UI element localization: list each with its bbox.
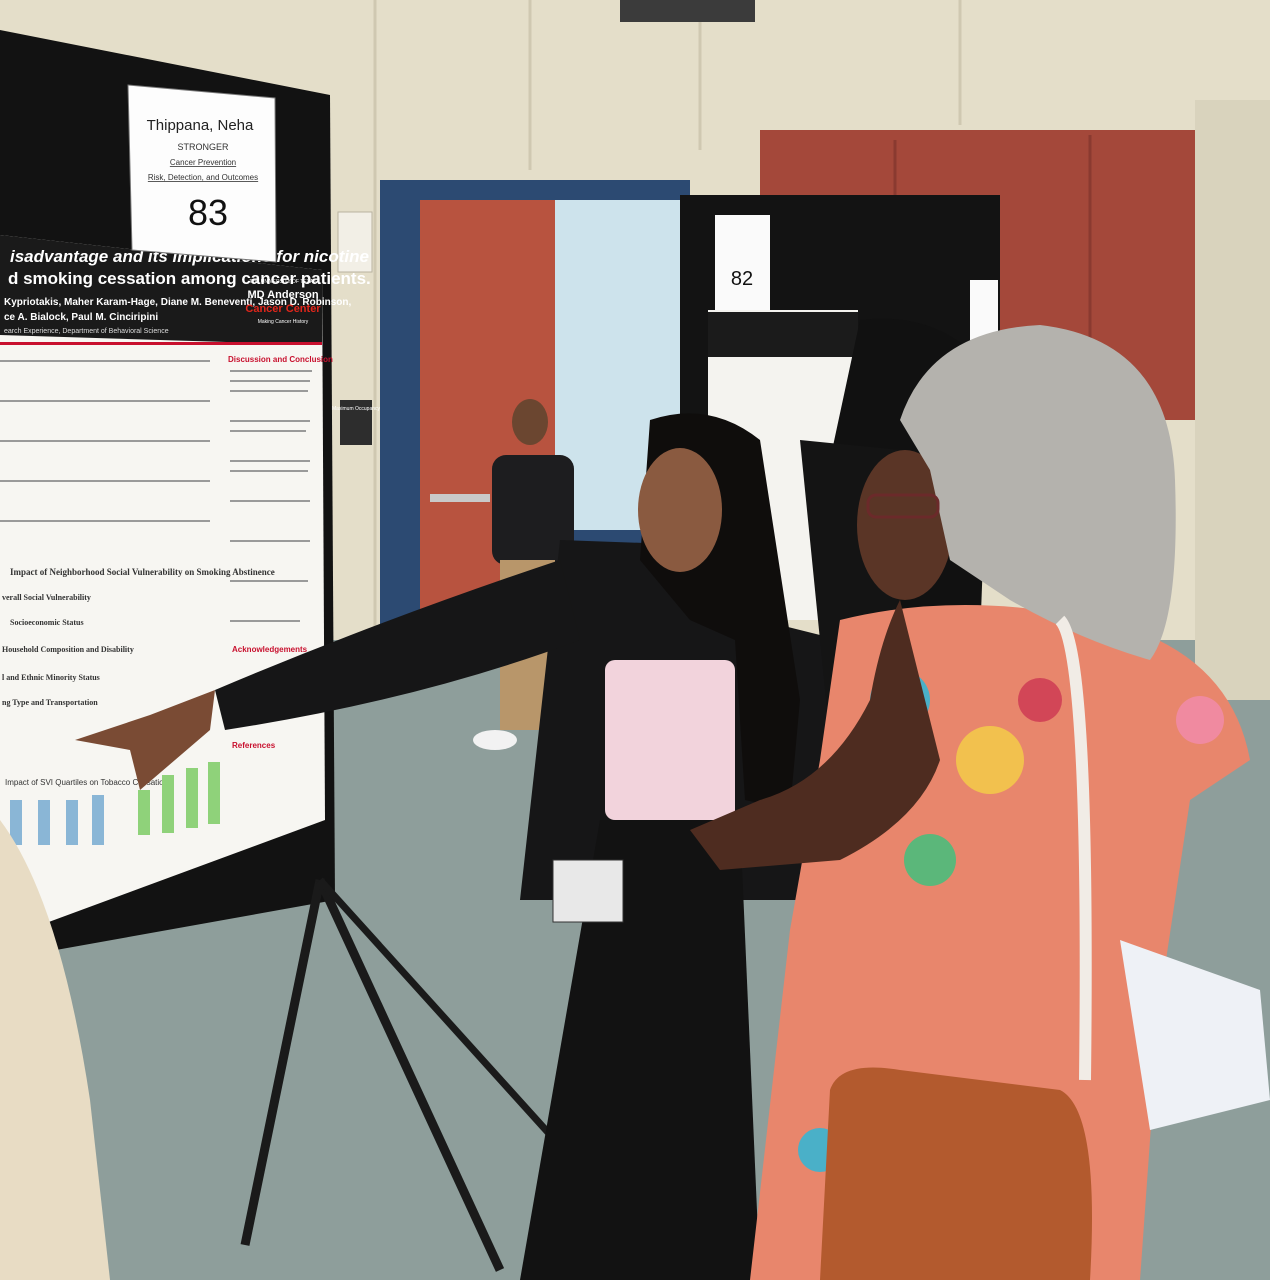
label-card: [970, 280, 998, 340]
forest-label: ng Type and Transportation: [2, 698, 98, 707]
text-line: [230, 470, 308, 472]
text-line: [230, 430, 306, 432]
pillar: [1195, 100, 1270, 700]
name-badge: [552, 859, 624, 923]
poster-83: [0, 235, 325, 940]
forest-label: l and Ethnic Minority Status: [2, 673, 100, 682]
bar: [208, 762, 220, 824]
dress-pattern: [1018, 678, 1062, 722]
program: STRONGER: [177, 142, 229, 152]
text-line: [230, 370, 312, 372]
bar: [92, 795, 104, 845]
label-card: [127, 84, 277, 263]
text-line: [0, 360, 210, 362]
bar: [162, 775, 174, 833]
text-line: [0, 520, 210, 522]
bar: [38, 800, 50, 845]
logo-text: THE UNIVERSITY OF TEXAS: [249, 279, 317, 285]
text-line: [0, 440, 210, 442]
logo-text: MD Anderson: [247, 289, 318, 301]
presenter-hand: [75, 690, 215, 790]
man-head: [512, 399, 548, 445]
projector: [620, 0, 755, 22]
bar-figure: [10, 762, 220, 845]
dress-pattern: [956, 726, 1024, 794]
track: Cancer Prevention: [170, 158, 236, 167]
bar: [10, 800, 22, 845]
door-sign-text: Maximum Occupancy: [332, 406, 381, 412]
man-shoe: [473, 730, 517, 750]
forest-label: Household Composition and Disability: [2, 645, 134, 654]
poster-title: d smoking cessation among cancer patient…: [8, 269, 371, 288]
bar: [66, 800, 78, 845]
forest-label: verall Social Vulnerability: [2, 593, 91, 602]
section-heading: Discussion and Conclusion: [228, 355, 333, 364]
dress-pattern: [1176, 696, 1224, 744]
handbag: [820, 1067, 1092, 1280]
easel-leg: [315, 878, 505, 1272]
label-card: [715, 215, 770, 310]
section-heading: Acknowledgements: [232, 645, 308, 654]
text-line: [230, 500, 310, 502]
foreground-person: [0, 820, 110, 1280]
presenter-top: [605, 660, 735, 820]
woman-face: [857, 450, 953, 600]
text-line: [230, 620, 300, 622]
figure-title: Impact of Neighborhood Social Vulnerabil…: [10, 567, 275, 577]
text-line: [230, 540, 310, 542]
text-line: [230, 460, 310, 462]
text-line: [230, 580, 308, 582]
presenter-face: [638, 448, 722, 572]
text-line: [0, 400, 210, 402]
poster-rule: [0, 342, 322, 345]
man-shirt: [492, 455, 574, 565]
brochure: [1120, 940, 1270, 1130]
presenter-arm: [215, 560, 580, 730]
wall-light: [337, 211, 373, 273]
track: Risk, Detection, and Outcomes: [148, 173, 258, 182]
bar: [138, 790, 150, 835]
poster-title: isadvantage and its implications for nic…: [10, 247, 369, 266]
section-heading: References: [232, 741, 276, 750]
text-line: [230, 420, 310, 422]
poster-82-header: [708, 312, 858, 357]
poster-number: 82: [731, 268, 753, 290]
poster-number: 83: [188, 192, 228, 233]
logo-text: Making Cancer History: [258, 319, 309, 325]
presenter-pants: [520, 820, 760, 1280]
poster-header: [0, 235, 322, 345]
forest-label: Socioeconomic Status: [10, 618, 84, 627]
dress-pattern: [904, 834, 956, 886]
easel-leg: [240, 879, 325, 1246]
woman-arm: [690, 600, 940, 870]
woman-hair: [900, 325, 1176, 660]
logo-text: Cancer Center: [245, 303, 321, 315]
poster-authors: ce A. Bialock, Paul M. Cinciripini: [4, 312, 158, 323]
poster-authors: Kypriotakis, Maher Karam-Hage, Diane M. …: [4, 297, 352, 308]
poster-body-text: [0, 360, 312, 622]
text-line: [230, 380, 310, 382]
poster-affiliation: earch Experience, Department of Behavior…: [4, 328, 169, 335]
figure-title: Impact of SVI Quartiles on Tobacco Cessa…: [5, 778, 168, 787]
text-line: [0, 480, 210, 482]
door-sign: [340, 400, 372, 445]
bar: [186, 768, 198, 828]
glasses: [866, 493, 940, 519]
door-handle: [430, 494, 490, 502]
presenter-name: Thippana, Neha: [147, 117, 254, 134]
bag-strap: [1055, 615, 1092, 1081]
text-line: [230, 390, 308, 392]
